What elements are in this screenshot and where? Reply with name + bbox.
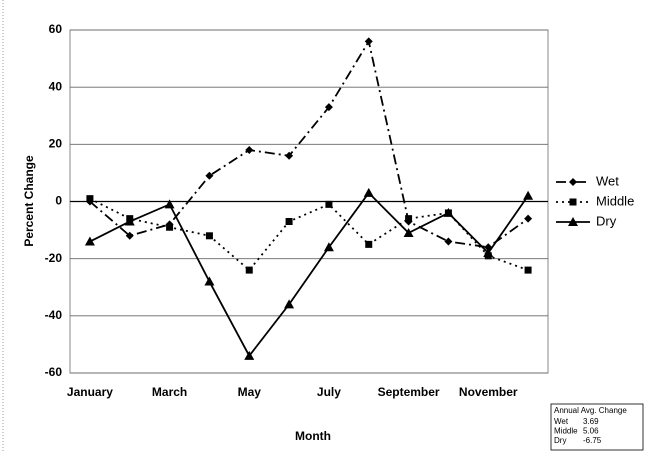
data-point [285, 151, 294, 160]
data-point [245, 146, 254, 155]
legend-marker [569, 198, 577, 206]
data-point [205, 232, 213, 240]
annotation-box [550, 403, 644, 451]
data-point [403, 227, 414, 237]
data-point [205, 171, 214, 180]
y-axis-title: Percent Change [22, 155, 36, 247]
annotation-title: Annual Avg. Change [554, 406, 627, 415]
data-point [323, 242, 334, 252]
legend-label: Middle [596, 193, 634, 208]
data-point [483, 247, 494, 257]
legend-label: Dry [596, 213, 617, 228]
data-point [325, 200, 333, 208]
data-point [285, 218, 293, 226]
data-point [204, 276, 215, 286]
data-point [444, 237, 453, 246]
annotation-label: Dry [554, 436, 566, 445]
series-line [89, 191, 529, 358]
data-point [523, 190, 534, 200]
x-tick-label: March [152, 385, 187, 399]
legend-marker [568, 217, 578, 226]
data-point [524, 214, 533, 223]
annotation-label: Wet [554, 417, 569, 426]
data-point [524, 266, 532, 274]
y-tick-label: 0 [55, 194, 62, 208]
series-line [89, 197, 529, 272]
data-point [364, 37, 373, 46]
data-point [164, 199, 175, 209]
y-tick-label: -40 [45, 308, 63, 322]
y-tick-label: 20 [49, 137, 63, 151]
data-point [84, 236, 95, 246]
data-point [125, 231, 134, 240]
legend-label: Wet [596, 173, 619, 188]
x-tick-label: May [238, 385, 262, 399]
x-tick-label: November [459, 385, 518, 399]
y-tick-label: 40 [49, 79, 63, 93]
annotation-label: Middle [554, 427, 578, 436]
data-point [363, 187, 374, 197]
annotation-value: 3.69 [583, 417, 599, 426]
y-tick-label: 60 [49, 22, 63, 36]
annotation-value: -6.75 [583, 436, 602, 445]
annotation-value: 5.06 [583, 427, 599, 436]
data-point [324, 103, 333, 112]
legend-marker [569, 178, 577, 186]
x-axis-title: Month [295, 429, 331, 443]
x-tick-label: July [317, 385, 341, 399]
x-tick-label: September [378, 385, 440, 399]
data-point [284, 299, 295, 309]
x-tick-label: January [67, 385, 113, 399]
data-point [166, 223, 174, 231]
y-tick-label: -60 [45, 365, 63, 379]
data-point [86, 195, 94, 203]
data-point [365, 240, 373, 248]
data-point [124, 216, 135, 226]
data-point [443, 207, 454, 217]
data-point [245, 266, 253, 274]
y-tick-label: -20 [45, 251, 63, 265]
data-point [244, 350, 255, 360]
data-point [405, 215, 413, 223]
